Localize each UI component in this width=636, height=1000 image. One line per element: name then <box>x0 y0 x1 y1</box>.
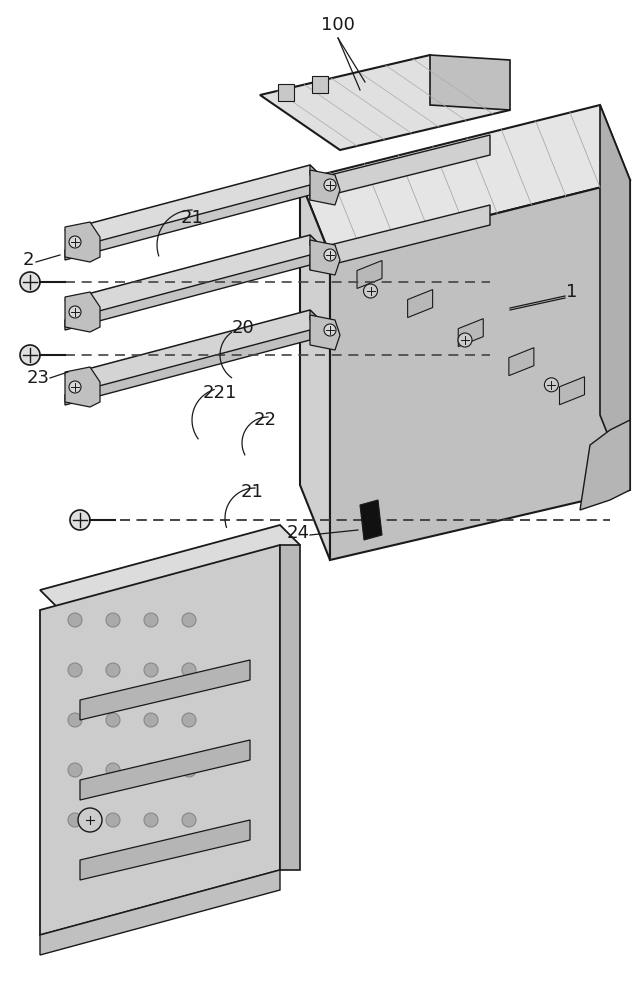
Text: 221: 221 <box>203 384 237 402</box>
Polygon shape <box>310 165 330 195</box>
Circle shape <box>78 808 102 832</box>
Polygon shape <box>260 55 510 150</box>
Polygon shape <box>310 315 340 350</box>
Circle shape <box>144 613 158 627</box>
Polygon shape <box>280 545 300 870</box>
Circle shape <box>106 813 120 827</box>
Polygon shape <box>310 170 340 205</box>
Circle shape <box>106 713 120 727</box>
Polygon shape <box>600 105 630 490</box>
Polygon shape <box>65 235 330 320</box>
Polygon shape <box>580 420 630 510</box>
Text: 21: 21 <box>240 483 263 501</box>
Circle shape <box>144 713 158 727</box>
Circle shape <box>544 378 558 392</box>
Polygon shape <box>312 76 328 93</box>
Text: 21: 21 <box>181 209 204 227</box>
Text: 20: 20 <box>232 319 254 337</box>
Circle shape <box>182 613 196 627</box>
Text: 22: 22 <box>254 411 277 429</box>
Polygon shape <box>65 222 100 262</box>
Circle shape <box>68 613 82 627</box>
Text: 1: 1 <box>566 283 577 301</box>
Polygon shape <box>300 180 330 560</box>
Polygon shape <box>40 525 300 610</box>
Polygon shape <box>80 820 250 880</box>
Text: 24: 24 <box>286 524 310 542</box>
Polygon shape <box>80 740 250 800</box>
Polygon shape <box>65 165 330 250</box>
Polygon shape <box>310 135 490 200</box>
Polygon shape <box>65 367 100 407</box>
Circle shape <box>70 510 90 530</box>
Circle shape <box>182 813 196 827</box>
Circle shape <box>182 763 196 777</box>
Polygon shape <box>40 545 280 935</box>
Circle shape <box>364 284 378 298</box>
Polygon shape <box>310 205 490 270</box>
Polygon shape <box>310 235 330 265</box>
Circle shape <box>324 324 336 336</box>
Text: 2: 2 <box>22 251 34 269</box>
Circle shape <box>144 813 158 827</box>
Circle shape <box>68 713 82 727</box>
Circle shape <box>69 381 81 393</box>
Circle shape <box>144 663 158 677</box>
Polygon shape <box>65 255 310 330</box>
Circle shape <box>458 333 472 347</box>
Circle shape <box>106 663 120 677</box>
Polygon shape <box>430 55 510 110</box>
Polygon shape <box>65 185 310 260</box>
Circle shape <box>69 236 81 248</box>
Circle shape <box>69 306 81 318</box>
Polygon shape <box>65 310 330 395</box>
Circle shape <box>20 345 40 365</box>
Polygon shape <box>40 870 280 955</box>
Circle shape <box>324 179 336 191</box>
Polygon shape <box>310 240 340 275</box>
Circle shape <box>324 249 336 261</box>
Polygon shape <box>277 84 293 101</box>
Circle shape <box>20 272 40 292</box>
Text: 23: 23 <box>27 369 50 387</box>
Polygon shape <box>360 500 382 540</box>
Polygon shape <box>509 348 534 376</box>
Polygon shape <box>80 660 250 720</box>
Circle shape <box>68 763 82 777</box>
Polygon shape <box>65 292 100 332</box>
Polygon shape <box>560 377 584 405</box>
Polygon shape <box>459 319 483 347</box>
Text: 100: 100 <box>321 16 355 34</box>
Circle shape <box>106 613 120 627</box>
Circle shape <box>106 763 120 777</box>
Polygon shape <box>300 105 630 255</box>
Circle shape <box>182 713 196 727</box>
Circle shape <box>182 663 196 677</box>
Polygon shape <box>408 290 432 318</box>
Polygon shape <box>330 180 630 560</box>
Polygon shape <box>65 330 310 405</box>
Polygon shape <box>310 310 330 340</box>
Circle shape <box>68 663 82 677</box>
Circle shape <box>68 813 82 827</box>
Circle shape <box>144 763 158 777</box>
Polygon shape <box>357 260 382 288</box>
